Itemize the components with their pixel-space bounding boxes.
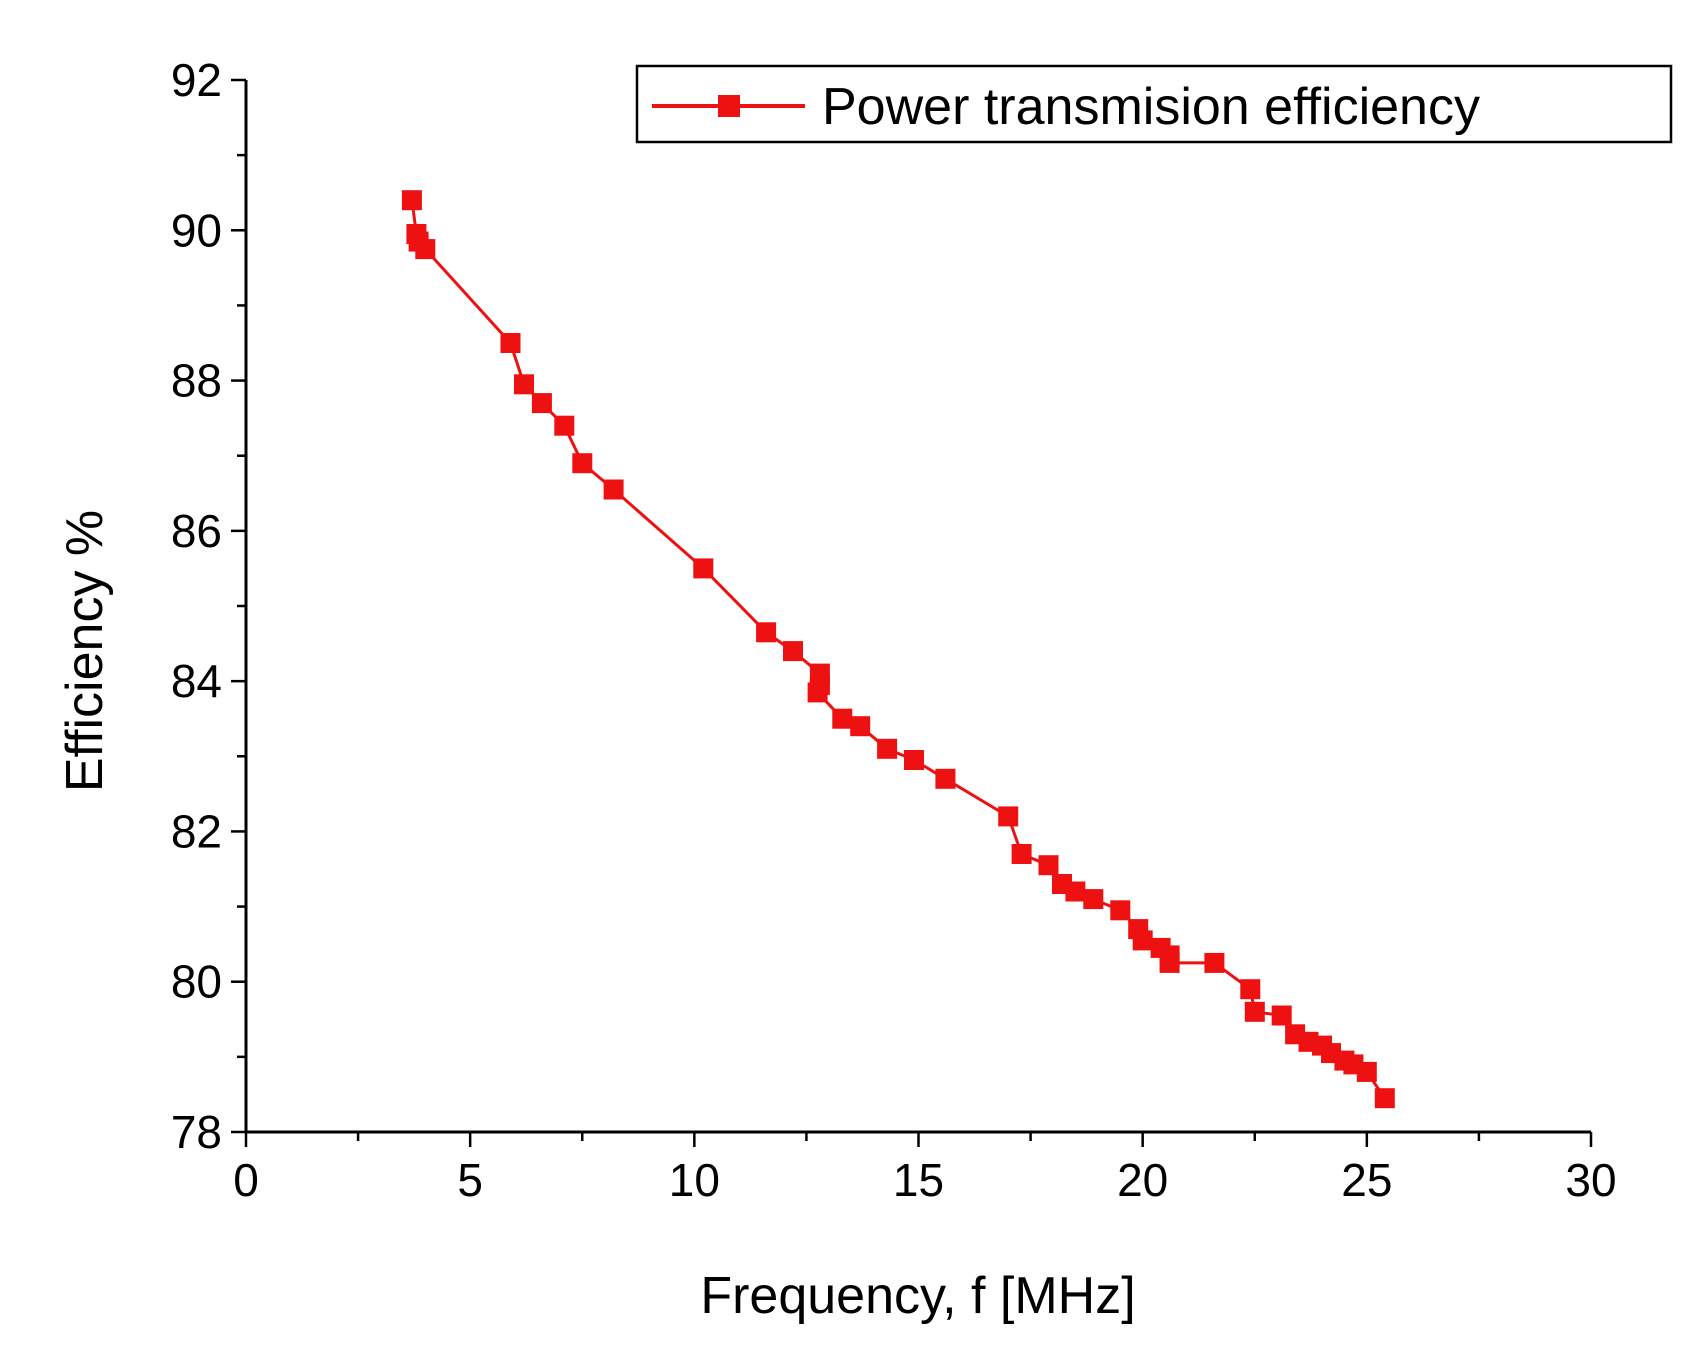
data-point-marker: [500, 333, 521, 353]
data-point-marker: [1159, 952, 1180, 973]
y-tick-label: 80: [171, 956, 222, 1008]
x-tick-label: 30: [1565, 1154, 1616, 1206]
data-point-marker: [1271, 1005, 1292, 1026]
x-tick-label: 25: [1341, 1154, 1392, 1206]
data-point-marker: [572, 453, 593, 474]
x-tick-label: 0: [233, 1154, 259, 1206]
data-point-marker: [1065, 881, 1086, 902]
data-point-marker: [1011, 844, 1032, 864]
data-point-marker: [554, 415, 575, 436]
data-point-marker: [603, 479, 624, 500]
y-tick-label: 88: [171, 355, 222, 407]
data-point-marker: [807, 682, 828, 703]
data-point-marker: [1244, 1001, 1265, 1022]
y-axis-ticks: 78 80 82 84 86 88 90 92: [171, 54, 246, 1158]
data-point-marker: [877, 738, 898, 759]
data-point-marker: [401, 190, 422, 211]
data-point-marker: [1356, 1061, 1377, 1082]
data-point-marker: [1374, 1088, 1395, 1109]
x-tick-label: 5: [457, 1154, 483, 1206]
data-point-marker: [904, 750, 924, 770]
x-tick-label: 20: [1117, 1154, 1168, 1206]
y-tick-label: 82: [171, 805, 222, 857]
y-tick-label: 78: [171, 1106, 222, 1158]
data-point-marker: [850, 716, 871, 737]
x-axis-ticks: 0 5 10 15 20 25 30: [233, 1132, 1617, 1206]
legend-marker-square: [718, 95, 740, 117]
data-point-marker: [998, 806, 1019, 827]
data-point-marker: [756, 622, 777, 643]
data-point-marker: [514, 374, 534, 395]
data-point-marker: [935, 768, 956, 789]
y-tick-label: 92: [171, 54, 222, 106]
data-point-marker: [832, 708, 853, 729]
data-point-marker: [783, 641, 803, 662]
data-point-marker: [1240, 979, 1261, 1000]
data-point-marker: [1083, 889, 1104, 910]
data-point-marker: [693, 558, 714, 579]
x-axis-title: Frequency, f [MHz]: [700, 1267, 1135, 1325]
data-point-marker: [1038, 855, 1059, 876]
data-point-marker: [1204, 952, 1225, 973]
legend-label: Power transmision efficiency: [822, 78, 1480, 136]
legend-box: [635, 64, 1673, 144]
series-line: [410, 200, 1387, 1100]
x-tick-label: 10: [669, 1154, 720, 1206]
series-power-transmision-efficiency: [401, 190, 1395, 1109]
x-tick-label: 15: [893, 1154, 944, 1206]
data-point-marker: [531, 393, 552, 414]
y-axis-title: Efficiency %: [56, 510, 114, 792]
data-point-marker: [415, 239, 436, 260]
y-tick-label: 90: [171, 204, 222, 256]
data-point-marker: [1110, 900, 1131, 921]
legend: Power transmision efficiency: [635, 64, 1673, 144]
data-point-marker: [1132, 930, 1153, 951]
y-tick-label: 84: [171, 655, 222, 707]
y-tick-label: 86: [171, 505, 222, 557]
